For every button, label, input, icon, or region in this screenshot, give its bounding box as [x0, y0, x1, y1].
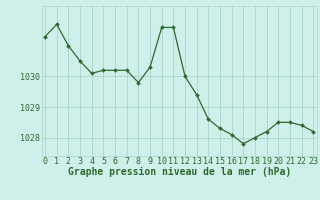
- X-axis label: Graphe pression niveau de la mer (hPa): Graphe pression niveau de la mer (hPa): [68, 167, 291, 177]
